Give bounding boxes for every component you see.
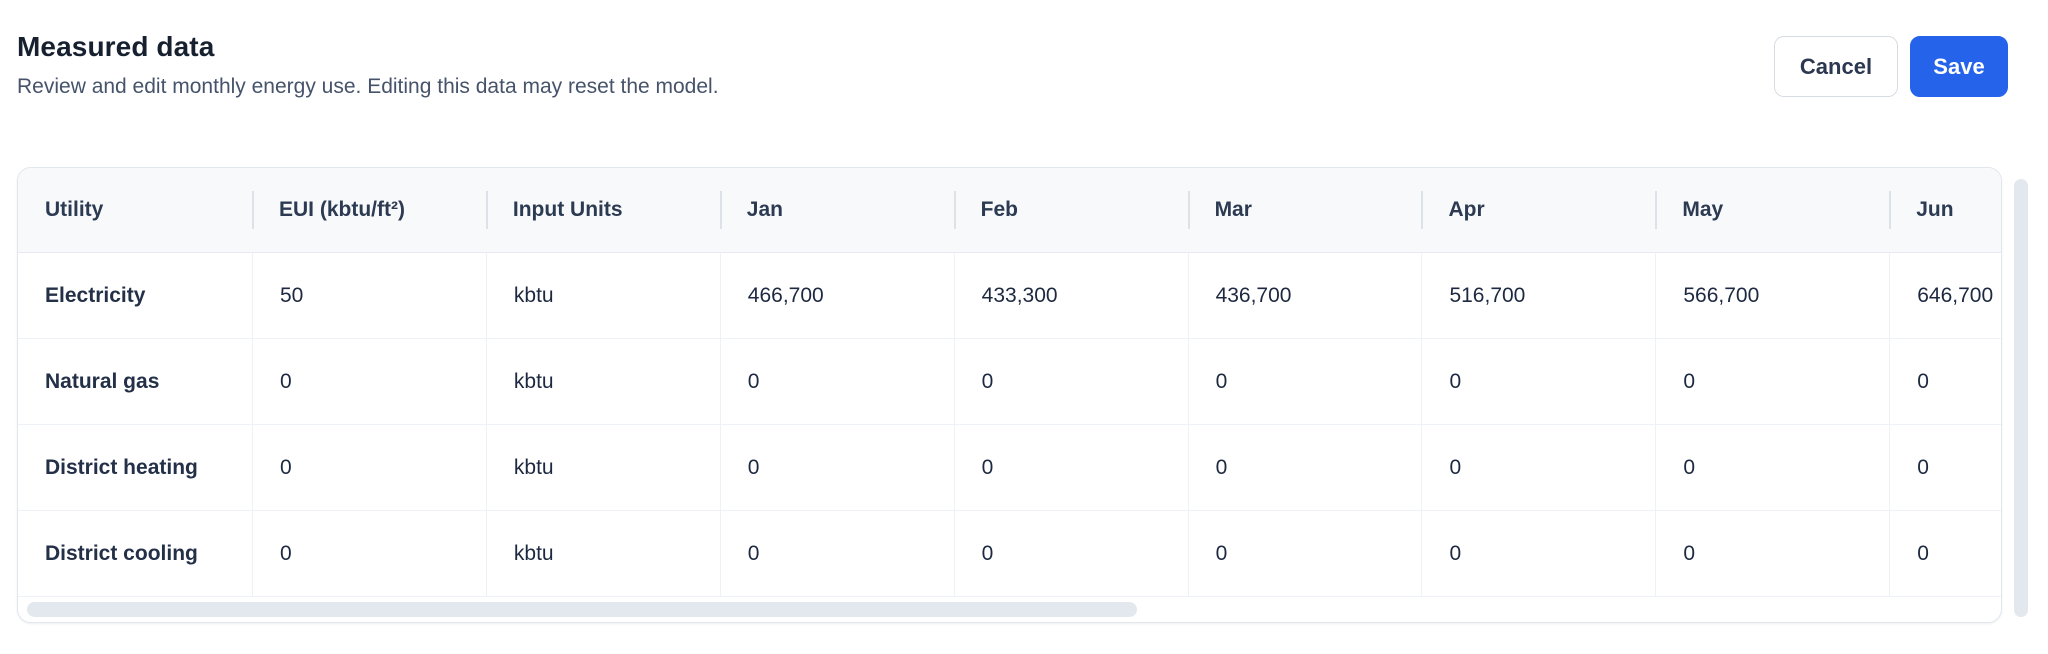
value-cell[interactable]: 0 [1421,339,1655,424]
measured-data-table: Utility EUI (kbtu/ft²) Input Units Jan Feb Ma… [18,168,2001,597]
value-cell[interactable]: 0 [252,511,486,596]
value-cell[interactable]: kbtu [485,511,720,596]
value-cell[interactable]: 0 [1421,425,1655,510]
column-header: Input Units [485,168,720,252]
value-cell[interactable]: 0 [252,339,486,424]
utility-cell: District cooling [45,541,198,565]
column-header: EUI (kbtu/ft²) [252,168,486,252]
column-header: May [1655,168,1889,252]
column-header: Jun [1889,168,2001,252]
table-row: District cooling 0 kbtu 0 0 0 0 0 0 [18,511,2001,597]
value-cell[interactable]: 516,700 [1421,253,1655,338]
value-cell[interactable]: 433,300 [953,253,1188,338]
table-header-row: Utility EUI (kbtu/ft²) Input Units Jan Feb Ma… [18,168,2001,253]
column-header: Utility [45,198,104,221]
value-cell[interactable]: 0 [1889,425,2001,510]
horizontal-scrollbar-thumb[interactable] [27,602,1137,617]
value-cell[interactable]: 436,700 [1187,253,1422,338]
value-cell[interactable]: 0 [252,425,486,510]
value-cell[interactable]: 0 [953,511,1188,596]
column-header: Jan [719,168,954,252]
utility-cell: Electricity [45,283,146,307]
value-cell[interactable]: 0 [953,339,1188,424]
value-cell[interactable]: 0 [1421,511,1655,596]
value-cell[interactable]: 0 [1655,425,1889,510]
save-button[interactable]: Save [1910,36,2008,97]
value-cell[interactable]: 0 [1889,511,2001,596]
table-row: District heating 0 kbtu 0 0 0 0 0 0 [18,425,2001,511]
page-header: Measured data Review and edit monthly en… [17,30,719,100]
value-cell[interactable]: 0 [953,425,1188,510]
value-cell[interactable]: kbtu [485,425,720,510]
column-header: Mar [1187,168,1422,252]
value-cell[interactable]: 646,700 [1889,253,2001,338]
value-cell[interactable]: 0 [1187,511,1422,596]
page-subtitle: Review and edit monthly energy use. Edit… [17,75,719,98]
value-cell[interactable]: 0 [1889,339,2001,424]
value-cell[interactable]: 0 [1187,339,1422,424]
value-cell[interactable]: 466,700 [719,253,954,338]
table-row: Natural gas 0 kbtu 0 0 0 0 0 0 [18,339,2001,425]
value-cell[interactable]: 0 [1655,511,1889,596]
value-cell[interactable]: 0 [719,511,954,596]
value-cell[interactable]: 0 [719,425,954,510]
vertical-scrollbar-thumb[interactable] [2014,179,2028,617]
page-title: Measured data [17,31,215,62]
utility-cell: District heating [45,455,198,479]
table-row: Electricity 50 kbtu 466,700 433,300 436,700 51… [18,253,2001,339]
action-buttons: Cancel Save [1774,36,2008,97]
cancel-button[interactable]: Cancel [1774,36,1898,97]
value-cell[interactable]: 566,700 [1655,253,1889,338]
value-cell[interactable]: 0 [1187,425,1422,510]
table-body: Electricity 50 kbtu 466,700 433,300 436,700 51… [18,253,2001,597]
value-cell[interactable]: 0 [719,339,954,424]
value-cell[interactable]: kbtu [485,253,720,338]
value-cell[interactable]: 0 [1655,339,1889,424]
value-cell[interactable]: kbtu [485,339,720,424]
column-header: Apr [1421,168,1655,252]
column-header: Feb [953,168,1188,252]
utility-cell: Natural gas [45,369,160,393]
data-table-card: Utility EUI (kbtu/ft²) Input Units Jan Feb Ma… [17,167,2002,623]
value-cell[interactable]: 50 [252,253,486,338]
